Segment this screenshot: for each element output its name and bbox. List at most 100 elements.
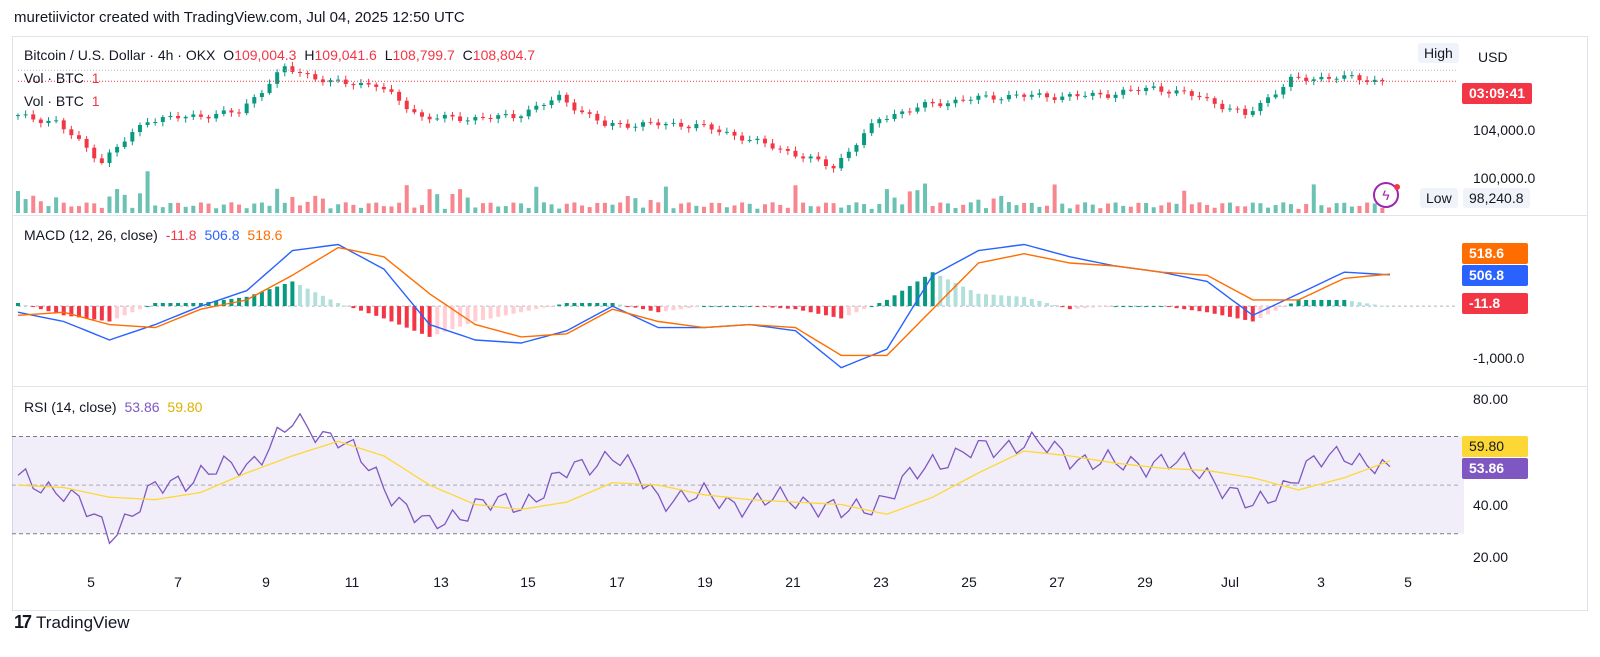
candle-body [214, 113, 219, 119]
rsi-ma-line [17, 440, 1391, 515]
macd-histogram-bar [1250, 306, 1255, 322]
lightning-icon[interactable]: ϟ [1373, 182, 1399, 208]
macd-histogram-bar [313, 292, 318, 307]
candle-body [999, 99, 1004, 101]
volume-bar [1144, 203, 1149, 213]
volume-bar [1273, 205, 1278, 213]
candle-body [839, 157, 844, 169]
volume-bar [351, 204, 356, 213]
macd-histogram-bar [884, 299, 889, 307]
volume-bar [397, 202, 402, 213]
candle-body [770, 143, 775, 149]
volume-legend-2[interactable]: Vol · BTC 1 [24, 93, 104, 109]
volume-bar [381, 206, 386, 213]
candle-body [1174, 90, 1179, 94]
volume-bar [359, 207, 363, 213]
candle-body [1052, 97, 1057, 100]
volume-bar [1182, 190, 1187, 213]
rsi-value: 53.86 [124, 399, 160, 415]
volume-bar [99, 207, 104, 213]
volume-bar [938, 202, 943, 213]
macd-signal-value: 518.6 [247, 227, 283, 243]
candle-body [267, 83, 272, 94]
candle-body [1144, 87, 1149, 92]
volume-bar [267, 205, 272, 213]
ohlc-low-value: 108,799.7 [392, 47, 455, 63]
macd-histogram-bar [1304, 299, 1309, 307]
candle-body [1014, 94, 1019, 96]
candle-body [1319, 76, 1324, 80]
volume-bar [473, 207, 478, 213]
candle-body [762, 138, 767, 144]
volume-bar [602, 202, 607, 213]
candle-body [259, 93, 264, 98]
macd-legend[interactable]: MACD (12, 26, close) -11.8 506.8 518.6 [24, 227, 286, 243]
candle-body [381, 86, 386, 90]
currency-selector[interactable]: USD [1478, 49, 1508, 65]
volume-bar [1311, 184, 1316, 213]
volume-bar [275, 188, 280, 213]
volume-legend-1[interactable]: Vol · BTC 1 [24, 70, 104, 86]
macd-histogram-bar [1136, 306, 1141, 308]
volume-bar [1014, 205, 1019, 213]
volume-bar [1105, 203, 1110, 213]
candle-body [656, 122, 661, 126]
candle-body [679, 122, 684, 127]
candle-body [351, 84, 356, 86]
candle-body [930, 101, 935, 104]
time-axis-label: 9 [262, 574, 270, 590]
volume-bar [1136, 202, 1141, 213]
candle-body [961, 99, 966, 101]
macd-histogram-bar [618, 304, 623, 307]
candle-body [1205, 97, 1210, 99]
candle-body [282, 66, 287, 73]
time-axis-label: 15 [520, 574, 536, 590]
macd-histogram-bar [1075, 306, 1080, 309]
candle-body [107, 152, 112, 164]
tradingview-footer[interactable]: 17 TradingView [14, 612, 130, 633]
candle-body [694, 124, 699, 129]
volume-bar [31, 195, 36, 213]
candle-body [1258, 102, 1263, 112]
volume-bar [458, 189, 463, 213]
volume-bar [1327, 207, 1332, 213]
candle-body [702, 124, 706, 126]
macd-histogram-bar [717, 306, 722, 308]
macd-histogram-bar [1349, 301, 1354, 307]
rsi-legend[interactable]: RSI (14, close) 53.86 59.80 [24, 399, 206, 415]
pane-separator-macd-rsi[interactable] [12, 386, 1588, 387]
macd-histogram-bar [115, 306, 120, 319]
pane-separator-price-macd[interactable] [12, 215, 1588, 216]
volume-bar [907, 191, 912, 213]
macd-histogram-bar [1319, 299, 1324, 307]
macd-histogram-bar [76, 306, 81, 318]
candle-body [359, 82, 363, 86]
volume-bar [709, 202, 714, 213]
volume-bar [526, 207, 531, 213]
candle-body [1281, 86, 1286, 95]
macd-histogram-bar [869, 306, 874, 308]
volume-bar [237, 204, 242, 213]
volume-bar [900, 204, 905, 213]
ohlc-close-value: 108,804.7 [472, 47, 536, 63]
macd-histogram-bar [747, 306, 752, 308]
candle-body [244, 103, 249, 114]
candle-body [221, 110, 226, 114]
symbol-title[interactable]: Bitcoin / U.S. Dollar · 4h · OKX [24, 47, 216, 63]
candle-body [671, 122, 676, 124]
candle-body [816, 156, 821, 160]
volume-bar [1098, 208, 1103, 213]
macd-histogram-bar [122, 306, 127, 316]
candle-body [31, 114, 36, 120]
candle-body [846, 151, 851, 158]
volume-bar [915, 190, 920, 213]
macd-histogram-bar [839, 306, 844, 319]
macd-histogram-bar [1151, 306, 1156, 308]
volume-bar [823, 202, 828, 213]
macd-histogram-bar [168, 303, 173, 307]
candle-body [519, 116, 524, 119]
candle-body [1105, 94, 1110, 98]
macd-histogram-bar [557, 304, 562, 307]
macd-histogram-bar [686, 306, 691, 309]
